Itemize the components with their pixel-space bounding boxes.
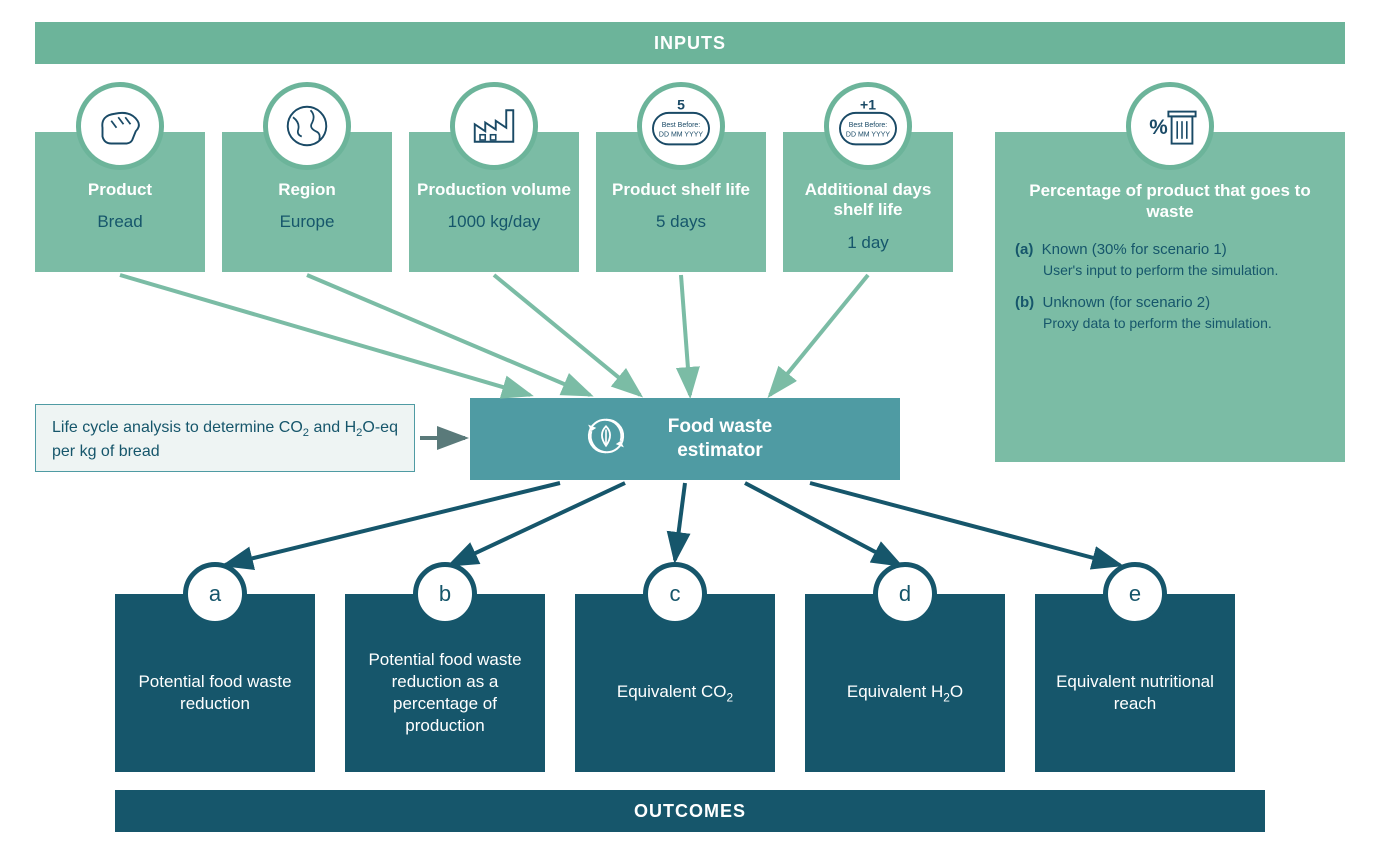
- input-card-add: Additional days shelf life 1 day +1 Best …: [783, 82, 953, 272]
- input-title: Product shelf life: [596, 180, 766, 200]
- outcome-letter-badge: e: [1103, 562, 1167, 626]
- outcome-title: Potential food waste reduction: [129, 671, 301, 715]
- input-title: Region: [222, 180, 392, 200]
- lca-note: Life cycle analysis to determine CO2 and…: [35, 404, 415, 472]
- outcome-letter-badge: b: [413, 562, 477, 626]
- inputs-banner: INPUTS: [35, 22, 1345, 64]
- input-title: Product: [35, 180, 205, 200]
- waste-option: (a) Known (30% for scenario 1)User's inp…: [1015, 241, 1325, 278]
- label5-icon: 5 Best Before: DD MM YYYY: [637, 82, 725, 170]
- svg-text:%: %: [1149, 116, 1168, 139]
- waste-percentage-card: Percentage of product that goes to waste…: [995, 82, 1345, 382]
- inputs-banner-label: INPUTS: [654, 33, 726, 54]
- outcome-title: Equivalent CO2: [617, 681, 733, 706]
- estimator-label: Food waste estimator: [650, 415, 790, 463]
- input-card-product: Product Bread: [35, 82, 205, 272]
- outcome-card-d: Equivalent H2O d: [805, 562, 1005, 772]
- outcome-title: Equivalent H2O: [847, 681, 963, 706]
- svg-text:Best Before:: Best Before:: [662, 122, 701, 129]
- input-value: 5 days: [596, 212, 766, 232]
- waste-option: (b) Unknown (for scenario 2)Proxy data t…: [1015, 294, 1325, 331]
- input-value: 1000 kg/day: [409, 212, 579, 232]
- globe-icon: [263, 82, 351, 170]
- label+1-icon: +1 Best Before: DD MM YYYY: [824, 82, 912, 170]
- outcome-letter-badge: d: [873, 562, 937, 626]
- outcome-card-b: Potential food waste reduction as a perc…: [345, 562, 545, 772]
- leaf-cycle-icon: [580, 410, 632, 469]
- percent-bin-icon: %: [1126, 82, 1214, 170]
- svg-text:+1: +1: [860, 96, 876, 112]
- food-waste-estimator: Food waste estimator: [470, 398, 900, 480]
- svg-text:Best Before:: Best Before:: [849, 122, 888, 129]
- input-card-volume: Production volume 1000 kg/day: [409, 82, 579, 272]
- input-title: Production volume: [409, 180, 579, 200]
- waste-title: Percentage of product that goes to waste: [1015, 180, 1325, 223]
- factory-icon: [450, 82, 538, 170]
- input-title: Additional days shelf life: [783, 180, 953, 221]
- outcome-card-c: Equivalent CO2 c: [575, 562, 775, 772]
- outcome-card-a: Potential food waste reduction a: [115, 562, 315, 772]
- svg-text:5: 5: [677, 96, 685, 112]
- outcomes-banner-label: OUTCOMES: [634, 801, 746, 822]
- outcome-title: Potential food waste reduction as a perc…: [359, 649, 531, 737]
- input-card-region: Region Europe: [222, 82, 392, 272]
- outcome-letter-badge: a: [183, 562, 247, 626]
- svg-text:DD MM YYYY: DD MM YYYY: [659, 132, 704, 139]
- svg-text:DD MM YYYY: DD MM YYYY: [846, 132, 891, 139]
- outcome-title: Equivalent nutritional reach: [1049, 671, 1221, 715]
- outcomes-banner: OUTCOMES: [115, 790, 1265, 832]
- bread-icon: [76, 82, 164, 170]
- lca-text: Life cycle analysis to determine CO2 and…: [52, 419, 398, 460]
- input-value: 1 day: [783, 233, 953, 253]
- input-value: Bread: [35, 212, 205, 232]
- outcome-letter-badge: c: [643, 562, 707, 626]
- input-value: Europe: [222, 212, 392, 232]
- outcome-card-e: Equivalent nutritional reach e: [1035, 562, 1235, 772]
- input-card-shelf: Product shelf life 5 days 5 Best Before: D…: [596, 82, 766, 272]
